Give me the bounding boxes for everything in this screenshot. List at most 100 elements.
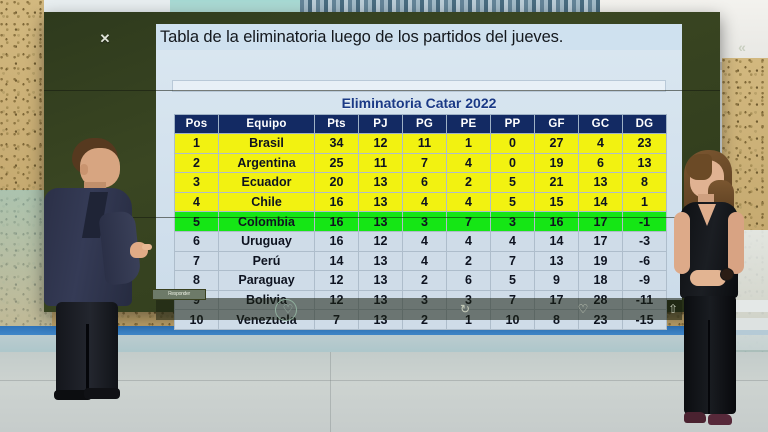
cell-pg: 11 [402, 133, 447, 154]
col-gf: GF [534, 114, 579, 134]
cell-pos: 4 [174, 191, 219, 213]
cell-gf: 16 [534, 211, 579, 232]
cell-pj: 13 [358, 172, 403, 193]
female-arm-right [728, 212, 744, 274]
cell-dg: 13 [622, 152, 667, 174]
cell-pe: 4 [446, 191, 491, 213]
standings-header-row: Pos Equipo Pts PJ PG PE PP GF GC DG [174, 114, 667, 134]
cell-pos: 7 [174, 250, 219, 272]
cell-gf: 15 [534, 191, 579, 213]
female-shoe-left [684, 412, 706, 423]
cell-pts: 16 [314, 230, 359, 252]
table-row: 1 Brasil 34 12 11 1 0 27 4 23 [174, 133, 667, 154]
cell-pts: 16 [314, 211, 359, 232]
col-pp: PP [490, 114, 535, 134]
cell-pe: 4 [446, 230, 491, 252]
cell-pp: 0 [490, 133, 535, 154]
cell-pg: 3 [402, 211, 447, 232]
cell-pe: 2 [446, 250, 491, 272]
floor-seam [0, 380, 768, 381]
cell-team: Colombia [218, 211, 315, 232]
cell-gf: 21 [534, 172, 579, 193]
floor-seam [330, 352, 331, 432]
cell-pts: 12 [314, 270, 359, 291]
cell-pp: 4 [490, 230, 535, 252]
col-gc: GC [578, 114, 623, 134]
cell-pe: 7 [446, 211, 491, 232]
cell-pj: 13 [358, 211, 403, 232]
cell-gc: 17 [578, 211, 623, 232]
like-icon[interactable]: ♡ [577, 302, 589, 316]
cell-pj: 13 [358, 250, 403, 272]
cell-pg: 4 [402, 191, 447, 213]
cell-pe: 1 [446, 133, 491, 154]
close-icon[interactable]: ✕ [99, 31, 111, 46]
table-row: 3 Ecuador 20 13 6 2 5 21 13 8 [174, 172, 667, 193]
screen-scanline [44, 90, 720, 91]
male-ear [80, 164, 88, 175]
cell-pos: 5 [174, 211, 219, 232]
female-leg-split [708, 320, 710, 414]
cell-pos: 1 [174, 133, 219, 154]
presenter-female [664, 150, 756, 430]
cell-pg: 7 [402, 152, 447, 174]
cell-gc: 19 [578, 250, 623, 272]
blue-floor-band [0, 326, 768, 335]
cell-pj: 13 [358, 191, 403, 213]
cell-team: Paraguay [218, 270, 315, 291]
cell-team: Argentina [218, 152, 315, 174]
cell-pj: 11 [358, 152, 403, 174]
table-row: 7 Perú 14 13 4 2 7 13 19 -6 [174, 250, 667, 272]
female-wristwatch [720, 268, 734, 281]
cell-dg: 23 [622, 133, 667, 154]
cell-pe: 4 [446, 152, 491, 174]
col-pts: Pts [314, 114, 359, 134]
reply-tooltip: Responder [152, 289, 206, 300]
spreadsheet-blank-row [172, 80, 666, 92]
cell-pts: 20 [314, 172, 359, 193]
col-dg: DG [622, 114, 667, 134]
cell-gc: 13 [578, 172, 623, 193]
cell-gf: 14 [534, 230, 579, 252]
male-shoe-right [84, 388, 120, 399]
cell-pj: 12 [358, 133, 403, 154]
cell-pp: 5 [490, 270, 535, 291]
reply-icon[interactable]: ♡ [282, 302, 294, 316]
col-pe: PE [446, 114, 491, 134]
table-row: 4 Chile 16 13 4 4 5 15 14 1 [174, 191, 667, 213]
female-hair-front [686, 154, 712, 180]
table-row: 2 Argentina 25 11 7 4 0 19 6 13 [174, 152, 667, 174]
tv-screen: ✕ « Tabla de la eliminatoria luego de lo… [44, 12, 746, 330]
col-pj: PJ [358, 114, 403, 134]
tweet-headline: Tabla de la eliminatoria luego de los pa… [156, 24, 682, 50]
retweet-icon[interactable]: ↻ [459, 302, 471, 316]
cell-dg: -6 [622, 250, 667, 272]
cell-pp: 5 [490, 191, 535, 213]
cell-gc: 17 [578, 230, 623, 252]
studio-floor [0, 352, 768, 432]
table-row: 8 Paraguay 12 13 2 6 5 9 18 -9 [174, 270, 667, 291]
col-pos: Pos [174, 114, 219, 134]
cell-pp: 0 [490, 152, 535, 174]
spreadsheet-image: Eliminatoria Catar 2022 Pos Equipo Pts [156, 50, 682, 330]
cell-team: Brasil [218, 133, 315, 154]
col-pg: PG [402, 114, 447, 134]
cell-pp: 5 [490, 172, 535, 193]
cell-dg: 1 [622, 191, 667, 213]
screen-scanline [44, 217, 720, 218]
cell-pj: 13 [358, 270, 403, 291]
cell-pos: 8 [174, 270, 219, 291]
cell-dg: 8 [622, 172, 667, 193]
cell-pe: 2 [446, 172, 491, 193]
share-icon[interactable]: ⇧ [667, 302, 679, 316]
female-trousers [684, 296, 736, 414]
female-hands [690, 270, 726, 286]
chevron-left-double-icon[interactable]: « [738, 39, 746, 55]
cell-dg: -1 [622, 211, 667, 232]
male-leg-split [86, 324, 89, 394]
cell-gf: 9 [534, 270, 579, 291]
standings-table: Pos Equipo Pts PJ PG PE PP GF GC DG 1 Bra [174, 114, 667, 330]
standings-title: Eliminatoria Catar 2022 [341, 95, 497, 111]
cell-pts: 34 [314, 133, 359, 154]
